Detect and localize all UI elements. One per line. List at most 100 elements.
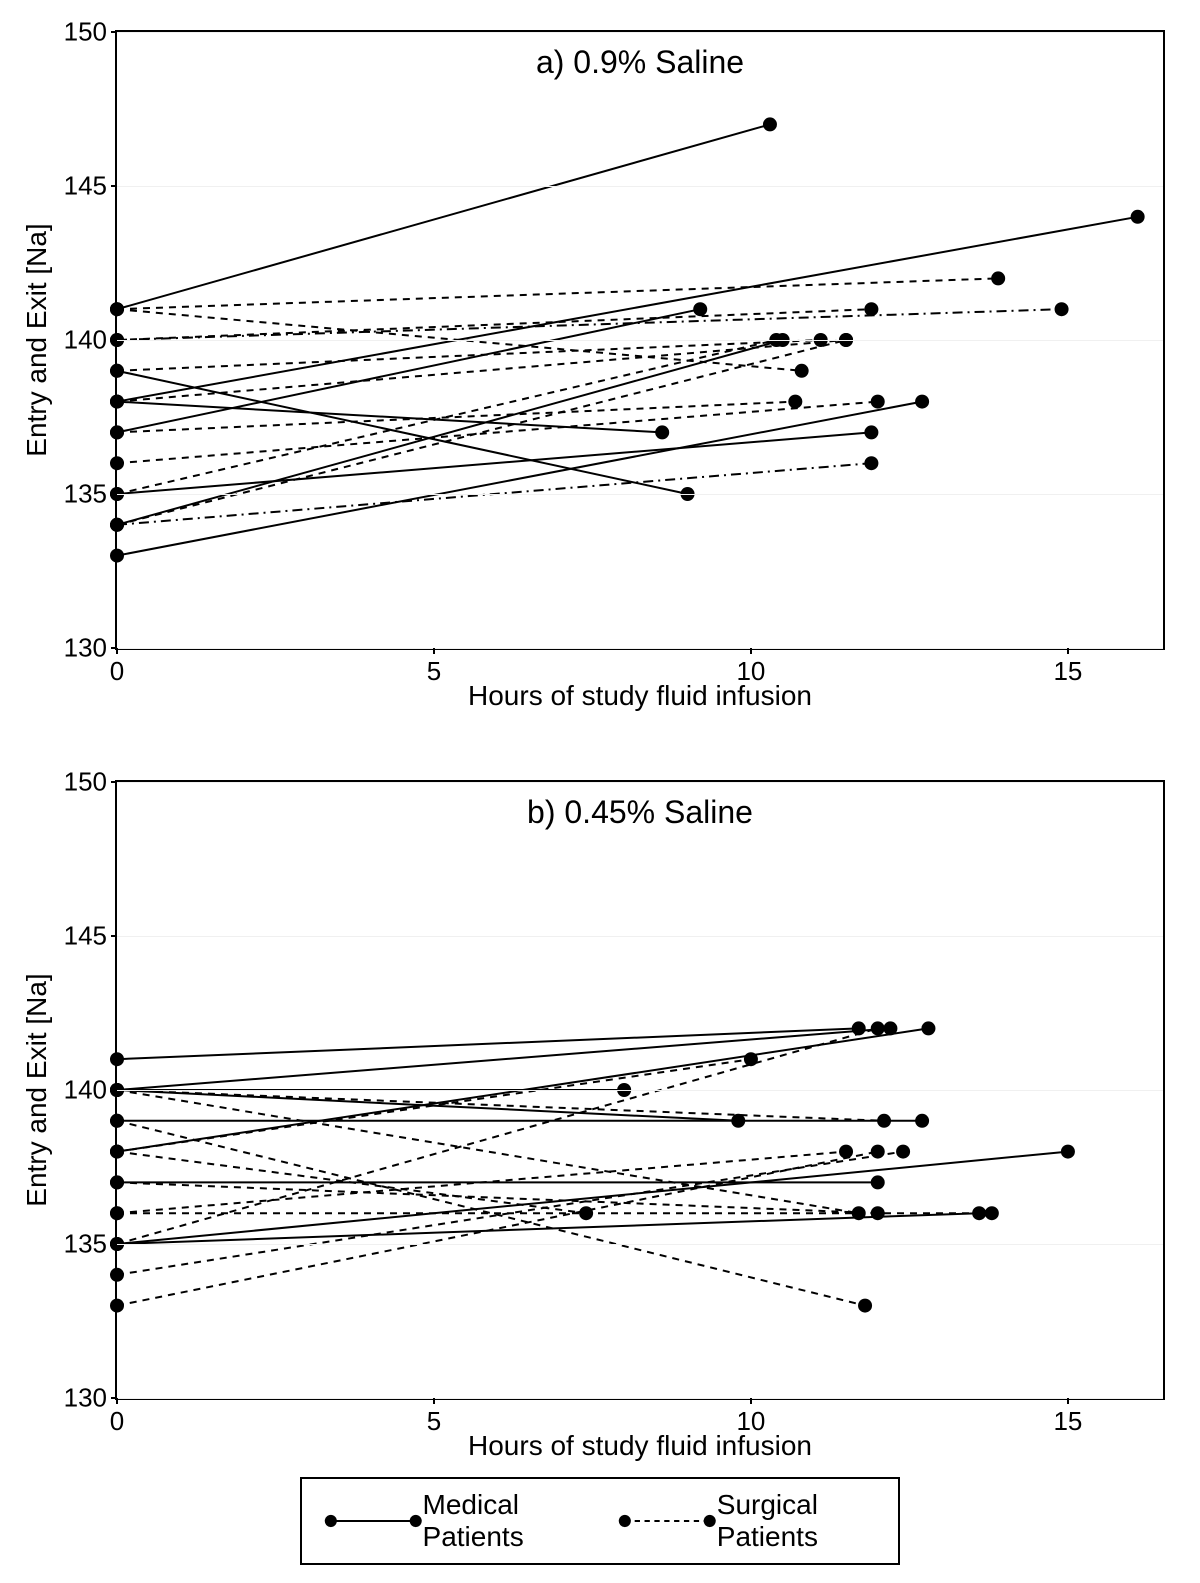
series-marker — [110, 1145, 124, 1159]
series-line — [117, 1152, 586, 1214]
gridline — [117, 1244, 1163, 1245]
series-marker — [985, 1206, 999, 1220]
series-marker — [110, 395, 124, 409]
series-marker — [864, 456, 878, 470]
ytick-label: 140 — [64, 325, 107, 356]
xtick-label: 5 — [427, 1406, 441, 1437]
series-marker — [110, 1206, 124, 1220]
series-marker — [110, 518, 124, 532]
series-marker — [110, 302, 124, 316]
series-marker — [972, 1206, 986, 1220]
ytick-label: 135 — [64, 479, 107, 510]
xtick-label: 15 — [1053, 1406, 1082, 1437]
series-marker — [110, 1299, 124, 1313]
series-marker — [1055, 302, 1069, 316]
series-marker — [110, 425, 124, 439]
legend-swatch-medical — [324, 1509, 423, 1533]
legend-item-medical: Medical Patients — [324, 1489, 578, 1553]
series-marker — [1131, 210, 1145, 224]
series-line — [117, 1152, 1068, 1244]
ytick-mark — [111, 935, 117, 937]
ytick-label: 150 — [64, 767, 107, 798]
series-marker — [110, 1052, 124, 1066]
series-line — [117, 340, 783, 525]
series-line — [117, 340, 776, 494]
series-line — [117, 402, 662, 433]
ytick-mark — [111, 185, 117, 187]
series-marker — [769, 333, 783, 347]
ytick-label: 135 — [64, 1229, 107, 1260]
series-marker — [871, 1175, 885, 1189]
series-line — [117, 309, 802, 371]
series-marker — [839, 333, 853, 347]
series-marker — [110, 395, 124, 409]
series-line — [117, 217, 1138, 402]
series-marker — [110, 425, 124, 439]
xtick-mark — [116, 648, 118, 654]
xtick-label: 15 — [1053, 656, 1082, 687]
ytick-label: 130 — [64, 633, 107, 664]
panel-b-title: b) 0.45% Saline — [527, 794, 753, 831]
series-line — [117, 124, 770, 309]
ytick-mark — [111, 339, 117, 341]
series-marker — [110, 1145, 124, 1159]
series-marker — [110, 1206, 124, 1220]
series-marker — [617, 1083, 631, 1097]
ytick-mark — [111, 31, 117, 33]
series-marker — [776, 333, 790, 347]
ytick-label: 150 — [64, 17, 107, 48]
series-line — [117, 278, 998, 309]
series-line — [117, 402, 878, 464]
series-marker — [110, 395, 124, 409]
xtick-mark — [116, 1398, 118, 1404]
series-line — [117, 1152, 846, 1214]
series-line — [117, 309, 700, 432]
series-marker — [896, 1145, 910, 1159]
ytick-label: 145 — [64, 921, 107, 952]
series-marker — [110, 364, 124, 378]
gridline — [117, 1090, 1163, 1091]
gridline — [117, 32, 1163, 33]
series-line — [117, 1059, 751, 1151]
xtick-mark — [1067, 648, 1069, 654]
series-line — [117, 340, 821, 371]
series-marker — [763, 117, 777, 131]
series-line — [117, 309, 871, 340]
series-marker — [858, 1299, 872, 1313]
series-line — [117, 463, 871, 525]
series-marker — [795, 364, 809, 378]
series-line — [117, 1213, 979, 1244]
series-line — [117, 402, 922, 556]
series-marker — [744, 1052, 758, 1066]
series-line — [117, 1090, 884, 1121]
legend-label-medical: Medical Patients — [423, 1489, 579, 1553]
panel-b-plot-area: b) 0.45% Saline 130135140145150051015 — [115, 780, 1165, 1400]
ytick-mark — [111, 781, 117, 783]
series-marker — [852, 1021, 866, 1035]
series-marker — [693, 302, 707, 316]
series-marker — [110, 1145, 124, 1159]
ytick-label: 130 — [64, 1383, 107, 1414]
series-marker — [871, 1206, 885, 1220]
ytick-label: 140 — [64, 1075, 107, 1106]
series-line — [117, 309, 1062, 340]
series-marker — [915, 1114, 929, 1128]
series-marker — [110, 1114, 124, 1128]
series-marker — [915, 395, 929, 409]
legend-item-surgical: Surgical Patients — [618, 1489, 876, 1553]
panel-b-series-svg — [117, 782, 1163, 1398]
gridline — [117, 648, 1163, 649]
series-marker — [921, 1021, 935, 1035]
series-marker — [110, 1175, 124, 1189]
gridline — [117, 186, 1163, 187]
series-line — [117, 1182, 878, 1213]
series-marker — [110, 456, 124, 470]
xtick-label: 0 — [110, 656, 124, 687]
gridline — [117, 936, 1163, 937]
gridline — [117, 494, 1163, 495]
series-marker — [871, 1145, 885, 1159]
panel-a-ylabel: Entry and Exit [Na] — [21, 223, 53, 456]
series-marker — [883, 1021, 897, 1035]
series-marker — [655, 425, 669, 439]
series-marker — [110, 302, 124, 316]
